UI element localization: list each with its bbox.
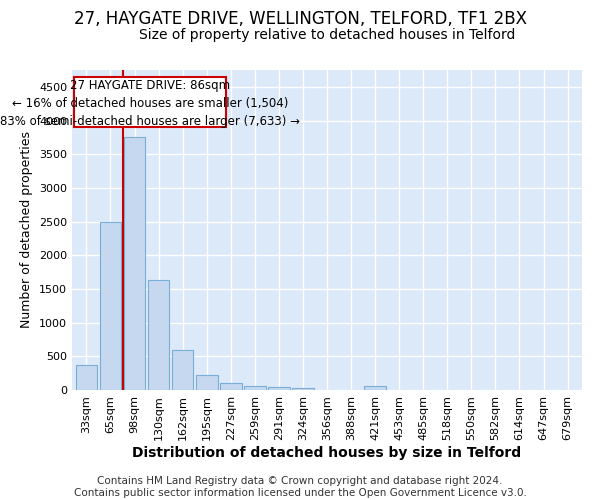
Bar — [292, 388, 314, 390]
Text: 27, HAYGATE DRIVE, WELLINGTON, TELFORD, TF1 2BX: 27, HAYGATE DRIVE, WELLINGTON, TELFORD, … — [74, 10, 527, 28]
FancyBboxPatch shape — [74, 76, 226, 128]
Bar — [220, 383, 242, 390]
Text: 27 HAYGATE DRIVE: 86sqm
← 16% of detached houses are smaller (1,504)
83% of semi: 27 HAYGATE DRIVE: 86sqm ← 16% of detache… — [0, 79, 300, 128]
X-axis label: Distribution of detached houses by size in Telford: Distribution of detached houses by size … — [133, 446, 521, 460]
Bar — [172, 350, 193, 390]
Bar — [76, 365, 97, 390]
Bar — [196, 375, 218, 390]
Bar — [244, 386, 266, 390]
Y-axis label: Number of detached properties: Number of detached properties — [20, 132, 34, 328]
Title: Size of property relative to detached houses in Telford: Size of property relative to detached ho… — [139, 28, 515, 42]
Bar — [124, 138, 145, 390]
Bar — [364, 386, 386, 390]
Text: Contains HM Land Registry data © Crown copyright and database right 2024.
Contai: Contains HM Land Registry data © Crown c… — [74, 476, 526, 498]
Bar — [268, 388, 290, 390]
Bar — [148, 280, 169, 390]
Bar — [100, 222, 121, 390]
